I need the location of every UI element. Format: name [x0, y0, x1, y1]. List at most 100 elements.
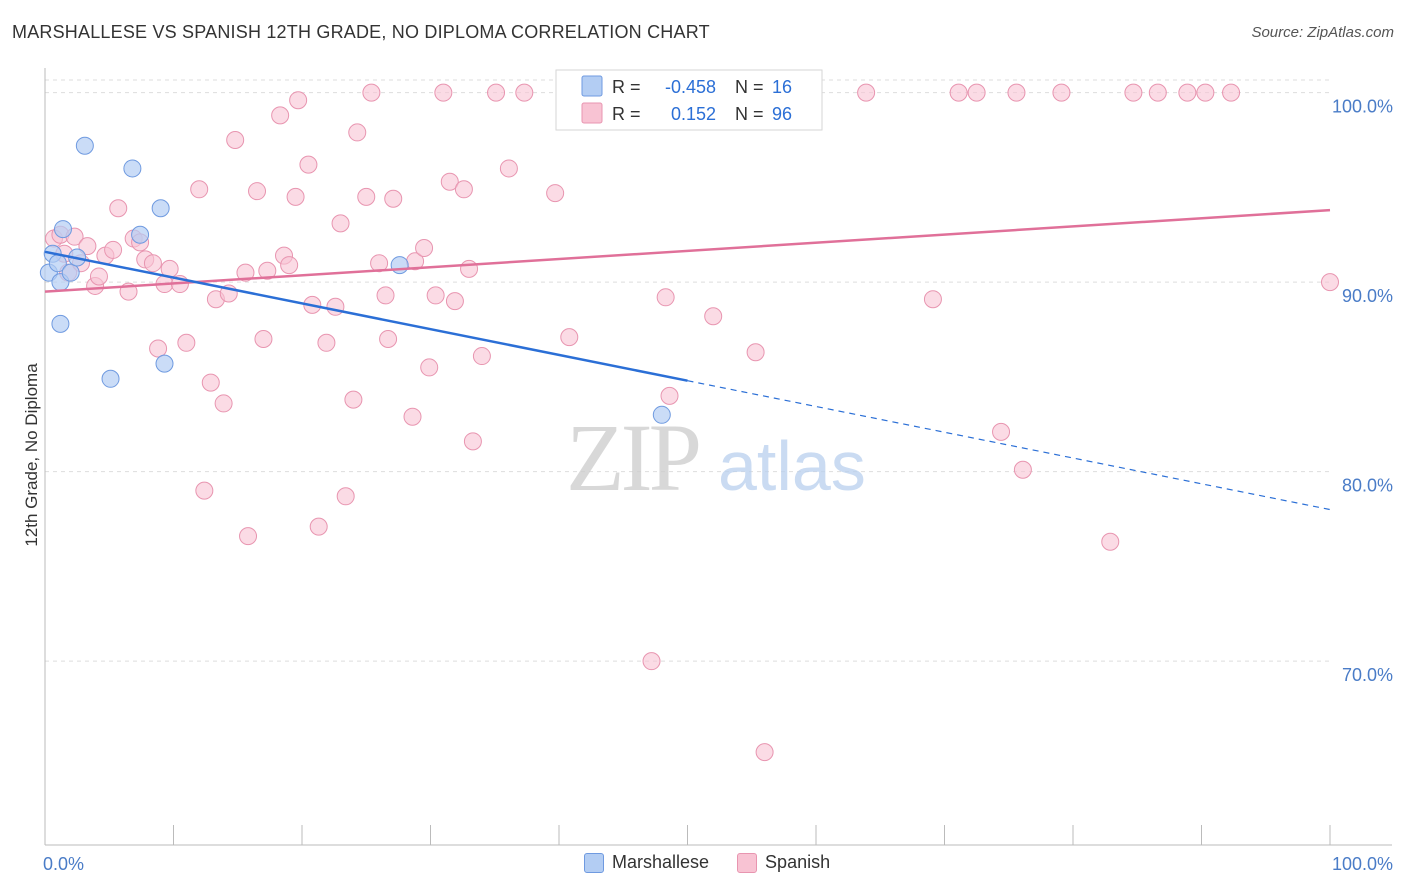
spanish-point-16 — [143, 254, 162, 273]
tick-labels: 100.0% 90.0% 80.0% 70.0% 0.0% 100.0% — [43, 97, 1393, 874]
spanish-point-62 — [454, 180, 473, 199]
spanish-point-24 — [201, 373, 220, 392]
spanish-point-46 — [344, 390, 363, 409]
marshallese-point-14 — [390, 256, 409, 275]
stats-r-label-marshallese: R = — [612, 77, 641, 97]
spanish-point-73 — [656, 288, 675, 307]
spanish-point-41 — [309, 517, 328, 536]
spanish-point-56 — [415, 239, 434, 258]
source-label: Source: ZipAtlas.com — [1251, 24, 1394, 41]
stats-swatch-marshallese — [581, 75, 603, 97]
spanish-point-88 — [1052, 83, 1071, 102]
x-tick-label-1: 100.0% — [1332, 854, 1393, 874]
spanish-point-34 — [271, 106, 290, 125]
watermark-zip: ZIP — [566, 404, 699, 511]
marshallese-point-4 — [53, 220, 72, 239]
spanish-point-37 — [286, 187, 305, 206]
spanish-point-69 — [546, 184, 565, 203]
spanish-point-87 — [1013, 460, 1032, 479]
spanish-point-11 — [109, 199, 128, 218]
spanish-point-17 — [149, 339, 168, 358]
spanish-point-30 — [239, 527, 258, 546]
spanish-point-53 — [384, 189, 403, 208]
spanish-point-67 — [499, 159, 518, 178]
spanish-point-32 — [254, 330, 273, 349]
legend: Marshallese Spanish — [584, 852, 830, 873]
marshallese-point-15 — [652, 405, 671, 424]
marshallese-point-8 — [123, 159, 142, 178]
y-tick-label-3: 70.0% — [1342, 665, 1393, 685]
marshallese-point-12 — [51, 314, 70, 333]
stats-n-value-spanish: 96 — [772, 104, 792, 124]
spanish-point-86 — [1007, 83, 1026, 102]
stats-swatch-spanish — [581, 102, 603, 124]
spanish-point-26 — [214, 394, 233, 413]
spanish-point-54 — [403, 407, 422, 426]
spanish-point-22 — [190, 180, 209, 199]
spanish-point-91 — [1148, 83, 1167, 102]
axes — [44, 68, 1392, 846]
spanish-point-85 — [992, 422, 1011, 441]
stats-n-value-marshallese: 16 — [772, 77, 792, 97]
spanish-point-43 — [326, 297, 345, 316]
legend-label-marshallese: Marshallese — [612, 852, 710, 872]
spanish-point-28 — [226, 131, 245, 150]
y-tick-label-1: 90.0% — [1342, 286, 1393, 306]
legend-item-marshallese[interactable]: Marshallese — [584, 852, 709, 873]
watermark-atlas: atlas — [718, 427, 866, 505]
spanish-point-47 — [348, 123, 367, 142]
spanish-point-64 — [463, 432, 482, 451]
legend-item-spanish[interactable]: Spanish — [737, 852, 830, 873]
spanish-point-49 — [362, 83, 381, 102]
x-tick-label-0: 0.0% — [43, 854, 84, 874]
chart-title: MARSHALLESE VS SPANISH 12TH GRADE, NO DI… — [12, 22, 710, 42]
watermark: ZIP atlas — [566, 404, 866, 511]
spanish-point-90 — [1124, 83, 1143, 102]
legend-swatch-spanish — [737, 852, 758, 873]
stats-r-value-marshallese: -0.458 — [665, 77, 716, 97]
spanish-point-10 — [104, 240, 123, 259]
spanish-point-59 — [434, 83, 453, 102]
marshallese-point-7 — [75, 136, 94, 155]
spanish-point-70 — [560, 328, 579, 347]
marshallese-point-5 — [61, 263, 80, 282]
marshallese-point-11 — [155, 354, 174, 373]
spanish-point-39 — [299, 155, 318, 174]
stats-box: R = -0.458 N = 16 R = 0.152 N = 96 — [555, 69, 823, 131]
spanish-point-42 — [317, 333, 336, 352]
spanish-point-48 — [357, 187, 376, 206]
legend-label-spanish: Spanish — [765, 852, 831, 872]
spanish-point-8 — [89, 267, 108, 286]
stats-n-label-spanish: N = — [735, 104, 764, 124]
stats-r-value-spanish: 0.152 — [671, 104, 716, 124]
y-axis-label: 12th Grade, No Diploma — [22, 363, 41, 547]
legend-swatch-marshallese — [584, 852, 604, 873]
y-tick-label-2: 80.0% — [1342, 476, 1393, 496]
marshallese-point-9 — [131, 225, 150, 244]
spanish-point-72 — [642, 652, 661, 671]
spanish-point-57 — [420, 358, 439, 377]
spanish-point-68 — [515, 83, 534, 102]
spanish-point-52 — [379, 330, 398, 349]
spanish-point-33 — [258, 261, 277, 280]
spanish-point-92 — [1178, 83, 1197, 102]
spanish-trend-line — [44, 208, 1331, 293]
spanish-point-78 — [746, 343, 765, 362]
spanish-point-31 — [248, 182, 267, 201]
spanish-point-74 — [660, 386, 679, 405]
spanish-point-94 — [1222, 83, 1241, 102]
spanish-point-89 — [1101, 532, 1120, 551]
spanish-point-81 — [857, 83, 876, 102]
spanish-point-36 — [280, 256, 299, 275]
trend-lines — [44, 208, 1331, 511]
spanish-point-61 — [445, 292, 464, 311]
spanish-point-60 — [440, 172, 459, 191]
y-tick-label-0: 100.0% — [1332, 97, 1393, 117]
spanish-point-21 — [177, 333, 196, 352]
spanish-point-95 — [1321, 273, 1339, 292]
marshallese-series — [39, 136, 671, 424]
spanish-point-93 — [1196, 83, 1215, 102]
spanish-point-65 — [472, 347, 491, 366]
spanish-point-23 — [195, 481, 214, 500]
marshallese-point-10 — [151, 199, 170, 218]
